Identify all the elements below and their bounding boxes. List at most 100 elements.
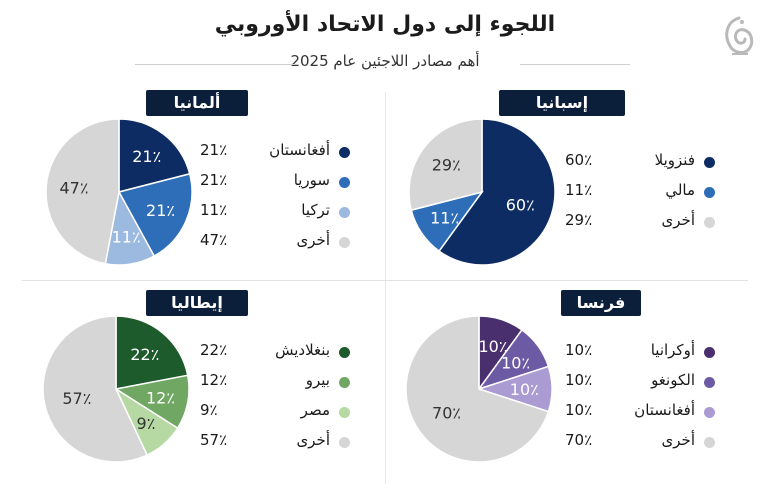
legend-value: 70٪ xyxy=(565,431,593,449)
slice-value-label: 22٪ xyxy=(130,345,159,364)
legend-value: 47٪ xyxy=(200,231,228,249)
legend-label: أخرى xyxy=(661,431,695,449)
brand-logo-icon xyxy=(725,16,754,55)
legend-label: فنزويلا xyxy=(654,151,695,169)
legend-label: بنغلاديش xyxy=(275,341,330,359)
legend-swatch xyxy=(339,147,350,158)
legend-label: سوريا xyxy=(293,171,330,189)
legend-swatch xyxy=(339,237,350,248)
legend-item: أفغانستان 21٪ xyxy=(200,140,350,170)
slice-value-label: 10٪ xyxy=(510,380,539,399)
legend-swatch xyxy=(704,217,715,228)
chart-panel-france: فرنسا 10٪ 10٪ 10٪ 70٪ أوكرانيا 10٪ الكونغو 10٪… xyxy=(395,286,770,476)
chart-panel-spain: إسبانيا 60٪ 11٪ 29٪ فنزويلا 60٪ مالي 11٪ أخرى 2… xyxy=(395,88,770,278)
legend-item: الكونغو 10٪ xyxy=(565,370,715,400)
pie-slice xyxy=(405,315,550,463)
legend-swatch xyxy=(704,437,715,448)
pie-slice xyxy=(118,118,191,193)
slice-value-label: 10٪ xyxy=(501,353,530,372)
legend-item: أفغانستان 10٪ xyxy=(565,400,715,430)
slice-value-label: 12٪ xyxy=(146,388,175,407)
chart-title-germany: ألمانيا xyxy=(146,90,248,116)
legend-label: أخرى xyxy=(661,211,695,229)
legend-item: أخرى 70٪ xyxy=(565,430,715,460)
legend-swatch xyxy=(704,407,715,418)
legend-label: الكونغو xyxy=(651,371,695,389)
horizontal-divider xyxy=(22,280,748,281)
pie-chart-spain: 60٪ 11٪ 29٪ xyxy=(408,118,556,266)
legend-swatch xyxy=(339,437,350,448)
legend-swatch xyxy=(339,177,350,188)
slice-value-label: 47٪ xyxy=(59,179,88,198)
pie-slice xyxy=(42,315,149,463)
slice-value-label: 11٪ xyxy=(112,228,141,247)
legend-value: 11٪ xyxy=(200,201,228,219)
legend-item: أوكرانيا 10٪ xyxy=(565,340,715,370)
chart-panel-italy: إيطاليا 22٪ 12٪ 9٪ 57٪ بنغلاديش 22٪ بيرو 12٪ مص… xyxy=(10,286,385,476)
legend-value: 21٪ xyxy=(200,171,228,189)
legend-label: مالي xyxy=(665,181,695,199)
slice-value-label: 70٪ xyxy=(432,404,461,423)
slice-value-label: 21٪ xyxy=(132,147,161,166)
legend-value: 10٪ xyxy=(565,341,593,359)
legend-value: 21٪ xyxy=(200,141,228,159)
chart-title-france: فرنسا xyxy=(561,290,641,316)
legend-swatch xyxy=(339,207,350,218)
legend-value: 60٪ xyxy=(565,151,593,169)
legend-value: 57٪ xyxy=(200,431,228,449)
legend-item: بنغلاديش 22٪ xyxy=(200,340,350,370)
legend-swatch xyxy=(704,377,715,388)
legend-label: بيرو xyxy=(305,371,330,389)
legend-label: تركيا xyxy=(301,201,330,219)
legend-item: أخرى 47٪ xyxy=(200,230,350,260)
legend-value: 22٪ xyxy=(200,341,228,359)
legend-label: أفغانستان xyxy=(634,401,695,419)
legend-label: أوكرانيا xyxy=(650,341,695,359)
pie-slice xyxy=(117,172,193,257)
legend-spain: فنزويلا 60٪ مالي 11٪ أخرى 29٪ xyxy=(565,150,715,240)
legend-swatch xyxy=(339,347,350,358)
page-title: اللجوء إلى دول الاتحاد الأوروبي xyxy=(214,12,556,37)
legend-germany: أفغانستان 21٪ سوريا 21٪ تركيا 11٪ أخرى 47٪ xyxy=(200,140,350,260)
legend-item: بيرو 12٪ xyxy=(200,370,350,400)
slice-value-label: 21٪ xyxy=(146,201,175,220)
legend-label: أخرى xyxy=(296,431,330,449)
subtitle-rule-right xyxy=(520,64,630,65)
legend-value: 9٪ xyxy=(200,401,218,419)
page-subtitle: أهم مصادر اللاجئين عام 2025 xyxy=(290,52,480,70)
subtitle-rule-left xyxy=(135,64,295,65)
legend-item: فنزويلا 60٪ xyxy=(565,150,715,180)
pie-chart-germany: 21٪ 21٪ 11٪ 47٪ xyxy=(45,118,193,266)
legend-item: أخرى 57٪ xyxy=(200,430,350,460)
legend-item: أخرى 29٪ xyxy=(565,210,715,240)
chart-panel-germany: ألمانيا 21٪ 21٪ 11٪ 47٪ أفغانستان 21٪ سوريا 21… xyxy=(10,88,385,278)
legend-item: مالي 11٪ xyxy=(565,180,715,210)
slice-value-label: 10٪ xyxy=(479,337,508,356)
legend-label: أفغانستان xyxy=(269,141,330,159)
legend-swatch xyxy=(704,157,715,168)
pie-slice xyxy=(115,315,189,390)
legend-label: أخرى xyxy=(296,231,330,249)
chart-title-italy: إيطاليا xyxy=(146,290,248,316)
pie-slice xyxy=(408,118,483,212)
slice-value-label: 57٪ xyxy=(62,389,91,408)
legend-value: 10٪ xyxy=(565,401,593,419)
legend-swatch xyxy=(339,377,350,388)
legend-value: 12٪ xyxy=(200,371,228,389)
legend-swatch xyxy=(704,187,715,198)
legend-label: مصر xyxy=(300,401,330,419)
slice-value-label: 60٪ xyxy=(506,195,535,214)
slice-value-label: 29٪ xyxy=(432,155,461,174)
legend-swatch xyxy=(704,347,715,358)
legend-item: مصر 9٪ xyxy=(200,400,350,430)
slice-value-label: 9٪ xyxy=(137,414,156,433)
pie-chart-italy: 22٪ 12٪ 9٪ 57٪ xyxy=(42,315,190,463)
legend-value: 29٪ xyxy=(565,211,593,229)
pie-slice xyxy=(438,118,556,266)
legend-value: 10٪ xyxy=(565,371,593,389)
legend-france: أوكرانيا 10٪ الكونغو 10٪ أفغانستان 10٪ أخرى 70٪ xyxy=(565,340,715,460)
legend-value: 11٪ xyxy=(565,181,593,199)
legend-swatch xyxy=(339,407,350,418)
pie-chart-france: 10٪10٪10٪70٪ xyxy=(405,315,553,463)
legend-item: تركيا 11٪ xyxy=(200,200,350,230)
